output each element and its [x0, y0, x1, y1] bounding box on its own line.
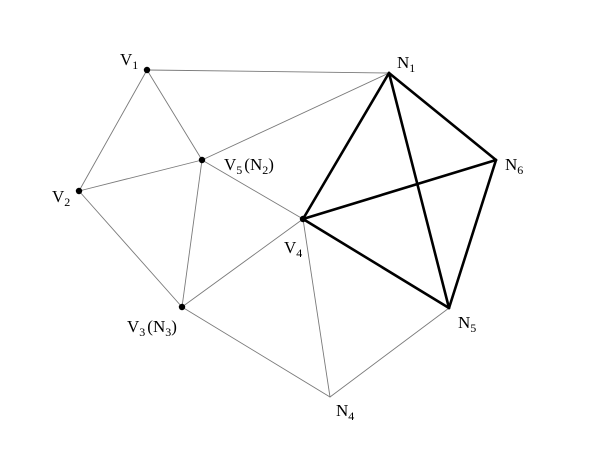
edge-v4-n6 — [301, 158, 498, 221]
vertex-v2 — [75, 187, 83, 195]
vertex-v3 — [178, 303, 186, 311]
edge-v2-v3 — [78, 190, 183, 308]
vertex-v4 — [299, 215, 307, 223]
edge-v1-n1 — [146, 69, 390, 74]
vertex-v1 — [143, 66, 151, 74]
label-v4: V4 — [284, 238, 302, 260]
edge-v4-n4 — [302, 218, 331, 398]
edge-v3-n4 — [181, 306, 331, 398]
edge-v3-v4 — [181, 218, 304, 308]
edge-v2-v5 — [78, 159, 203, 192]
label-v1: V1 — [120, 50, 138, 72]
label-n5: N5 — [458, 313, 476, 335]
edge-v5-v3 — [181, 159, 203, 308]
label-n1: N1 — [397, 53, 415, 75]
label-v3: V3 (N3) — [127, 317, 177, 339]
edge-n1-n5 — [387, 71, 451, 310]
label-n4: N4 — [336, 401, 354, 423]
edge-n1-n6 — [387, 71, 498, 162]
vertices-layer — [75, 66, 307, 311]
edge-v5-n1 — [201, 72, 390, 161]
edge-v4-n5 — [301, 217, 451, 310]
labels-layer: V1 V2 V3 (N3) V4 V5 (N2) N1 N4 N5 N6 — [52, 50, 523, 423]
edge-n4-n5 — [329, 307, 450, 398]
vertex-v5 — [198, 156, 206, 164]
edge-v4-n1 — [301, 71, 391, 221]
edge-n6-n5 — [447, 158, 498, 310]
edge-v5-v4 — [201, 159, 304, 220]
label-v2: V2 — [52, 187, 70, 209]
label-v5: V5 (N2) — [224, 155, 274, 177]
label-n6: N6 — [505, 155, 523, 177]
edge-v1-v2 — [78, 69, 148, 192]
edge-v1-v5 — [146, 69, 203, 161]
edges-layer — [78, 69, 498, 398]
